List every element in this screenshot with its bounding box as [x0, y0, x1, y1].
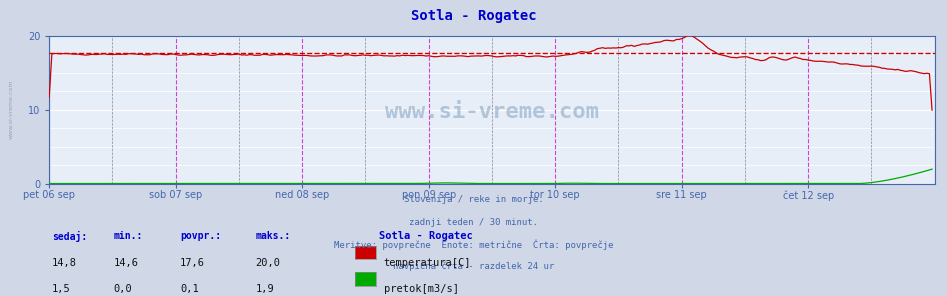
Text: min.:: min.:: [114, 231, 143, 241]
Text: Meritve: povprečne  Enote: metrične  Črta: povprečje: Meritve: povprečne Enote: metrične Črta:…: [333, 240, 614, 250]
Text: Sotla - Rogatec: Sotla - Rogatec: [411, 9, 536, 23]
Text: 20,0: 20,0: [256, 258, 280, 268]
Text: zadnji teden / 30 minut.: zadnji teden / 30 minut.: [409, 218, 538, 226]
Text: www.si-vreme.com: www.si-vreme.com: [385, 102, 599, 123]
Text: 0,0: 0,0: [114, 284, 133, 294]
Text: Sotla - Rogatec: Sotla - Rogatec: [379, 231, 473, 241]
Text: 0,1: 0,1: [180, 284, 199, 294]
Text: 1,5: 1,5: [52, 284, 71, 294]
Text: navpična črta - razdelek 24 ur: navpična črta - razdelek 24 ur: [393, 262, 554, 271]
Text: temperatura[C]: temperatura[C]: [384, 258, 471, 268]
Text: Slovenija / reke in morje.: Slovenija / reke in morje.: [403, 195, 544, 204]
Text: sedaj:: sedaj:: [52, 231, 87, 242]
Text: www.si-vreme.com: www.si-vreme.com: [9, 80, 14, 139]
Text: 14,6: 14,6: [114, 258, 138, 268]
Text: pretok[m3/s]: pretok[m3/s]: [384, 284, 458, 294]
Text: 17,6: 17,6: [180, 258, 205, 268]
Text: povpr.:: povpr.:: [180, 231, 221, 241]
Text: maks.:: maks.:: [256, 231, 291, 241]
Text: 1,9: 1,9: [256, 284, 275, 294]
Text: 14,8: 14,8: [52, 258, 77, 268]
